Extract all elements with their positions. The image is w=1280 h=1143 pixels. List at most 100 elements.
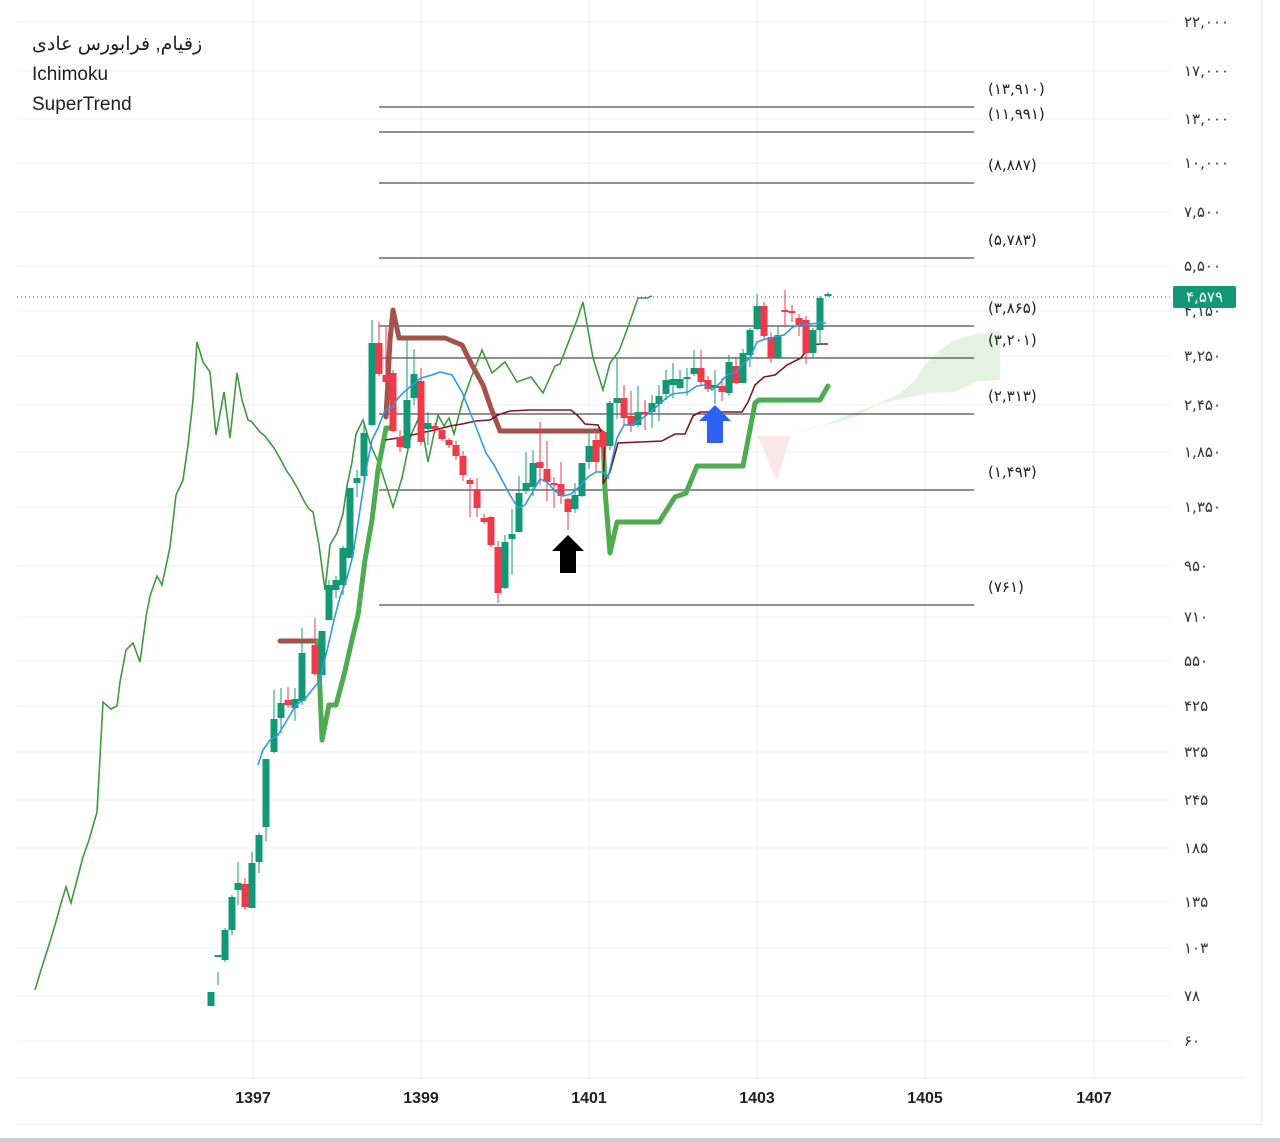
price-axis-label: ۲۴۵ bbox=[1184, 791, 1209, 809]
bullish-candle bbox=[816, 298, 824, 330]
bearish-candle bbox=[389, 373, 397, 431]
fibonacci-level-label: (۷۶۱) bbox=[988, 578, 1024, 596]
bullish-candle bbox=[824, 294, 832, 296]
bullish-candle bbox=[529, 463, 537, 487]
bearish-candle bbox=[241, 884, 249, 907]
bearish-candle bbox=[452, 445, 460, 456]
price-axis-label: ۱۳,۰۰۰ bbox=[1184, 110, 1230, 128]
bearish-candle bbox=[284, 700, 292, 705]
ichimoku-cloud-bearish bbox=[757, 436, 790, 478]
bearish-candle bbox=[466, 480, 474, 484]
price-axis-label: ۷۱۰ bbox=[1184, 608, 1209, 626]
bullish-candle bbox=[325, 585, 333, 620]
bullish-candle bbox=[683, 377, 691, 379]
time-axis-label: 1403 bbox=[739, 1090, 775, 1107]
bullish-candle bbox=[515, 493, 523, 532]
bullish-candle bbox=[669, 379, 677, 385]
time-axis-label: 1397 bbox=[235, 1090, 271, 1107]
bullish-candle bbox=[207, 992, 215, 1006]
bearish-candle bbox=[431, 426, 439, 429]
bullish-candle bbox=[353, 478, 361, 483]
time-axis-label: 1401 bbox=[571, 1090, 607, 1107]
bullish-candle bbox=[725, 362, 733, 393]
bearish-candle bbox=[382, 375, 390, 382]
fibonacci-level-label: (۱۱,۹۹۱) bbox=[988, 105, 1045, 123]
bullish-candle bbox=[318, 631, 326, 675]
chart-legend: زقیام, فرابورس عادی Ichimoku SuperTrend bbox=[32, 30, 202, 120]
bullish-candle bbox=[676, 379, 684, 388]
tenkan-sen-line bbox=[257, 322, 826, 766]
bearish-candle bbox=[396, 437, 404, 447]
bearish-candle bbox=[438, 430, 446, 439]
bearish-candle bbox=[557, 484, 565, 496]
bullish-candle bbox=[655, 396, 663, 404]
price-axis-label: ۹۵۰ bbox=[1184, 557, 1209, 575]
bullish-candle bbox=[255, 835, 263, 862]
arrow-up-icon bbox=[699, 405, 731, 443]
price-axis-label: ۵۵۰ bbox=[1184, 652, 1209, 670]
bearish-candle bbox=[718, 386, 726, 392]
bullish-candle bbox=[346, 488, 354, 558]
bearish-candle bbox=[641, 412, 649, 414]
bullish-candle bbox=[613, 398, 621, 403]
supertrend-up-line bbox=[600, 383, 831, 556]
bearish-candle bbox=[627, 416, 635, 426]
bullish-candle bbox=[690, 368, 698, 374]
bearish-candle bbox=[732, 366, 740, 383]
bullish-candle bbox=[410, 374, 418, 398]
fibonacci-level-label: (۱۳,۹۱۰) bbox=[988, 80, 1045, 98]
bullish-candle bbox=[277, 703, 285, 718]
price-axis-label: ۴۲۵ bbox=[1184, 697, 1209, 715]
bullish-candle bbox=[298, 653, 306, 701]
time-axis-label: 1407 bbox=[1076, 1090, 1112, 1107]
price-axis-label: ۱,۸۵۰ bbox=[1184, 443, 1221, 461]
bearish-candle bbox=[487, 517, 495, 545]
supertrend-down-line bbox=[383, 307, 603, 434]
bearish-candle bbox=[536, 462, 544, 468]
bearish-candle bbox=[480, 518, 488, 522]
ichimoku-cloud-bullish bbox=[790, 330, 1000, 433]
bullish-candle bbox=[606, 403, 614, 446]
fibonacci-level-label: (۳,۲۰۱) bbox=[988, 331, 1037, 349]
bearish-candle bbox=[543, 469, 551, 482]
price-axis-label: ۳,۲۵۰ bbox=[1184, 347, 1221, 365]
bearish-candle bbox=[599, 432, 607, 447]
bearish-candle bbox=[781, 310, 789, 312]
bullish-candle bbox=[634, 412, 642, 425]
fibonacci-level-label: (۳,۸۶۵) bbox=[988, 299, 1037, 317]
price-axis-label: ۱۰,۰۰۰ bbox=[1184, 154, 1230, 172]
bullish-candle bbox=[501, 542, 509, 588]
chikou-span-line bbox=[34, 295, 653, 991]
bearish-candle bbox=[375, 343, 383, 374]
bullish-candle bbox=[746, 330, 754, 355]
bullish-candle bbox=[739, 353, 747, 383]
bullish-candle bbox=[221, 930, 229, 960]
bearish-candle bbox=[417, 381, 425, 442]
legend-ichimoku[interactable]: Ichimoku bbox=[32, 64, 109, 85]
bullish-candle bbox=[248, 863, 256, 908]
last-price-badge: ۴,۵۷۹ bbox=[1173, 286, 1236, 308]
price-axis-label: ۲۲,۰۰۰ bbox=[1184, 13, 1230, 31]
bullish-candle bbox=[522, 483, 530, 491]
bearish-candle bbox=[473, 489, 481, 508]
bullish-candle bbox=[403, 400, 411, 448]
bullish-candle bbox=[809, 330, 817, 353]
bullish-candle bbox=[368, 343, 376, 425]
bullish-candle bbox=[753, 306, 761, 329]
bearish-candle bbox=[592, 440, 600, 462]
bullish-candle bbox=[270, 719, 278, 752]
symbol-title[interactable]: زقیام, فرابورس عادی bbox=[32, 34, 203, 55]
price-axis-label: ۱۳۵ bbox=[1184, 893, 1209, 911]
legend-supertrend[interactable]: SuperTrend bbox=[32, 94, 132, 115]
bullish-candle bbox=[508, 534, 516, 539]
bottom-border bbox=[0, 1138, 1280, 1143]
bearish-candle bbox=[564, 499, 572, 512]
price-axis-label: ۵,۵۰۰ bbox=[1184, 257, 1221, 275]
bearish-candle bbox=[311, 645, 319, 674]
price-axis-label: ۷,۵۰۰ bbox=[1184, 203, 1221, 221]
price-axis-label: ۳۲۵ bbox=[1184, 743, 1209, 761]
bullish-candle bbox=[332, 580, 340, 590]
bullish-candle bbox=[228, 897, 236, 930]
bearish-candle bbox=[697, 368, 705, 382]
